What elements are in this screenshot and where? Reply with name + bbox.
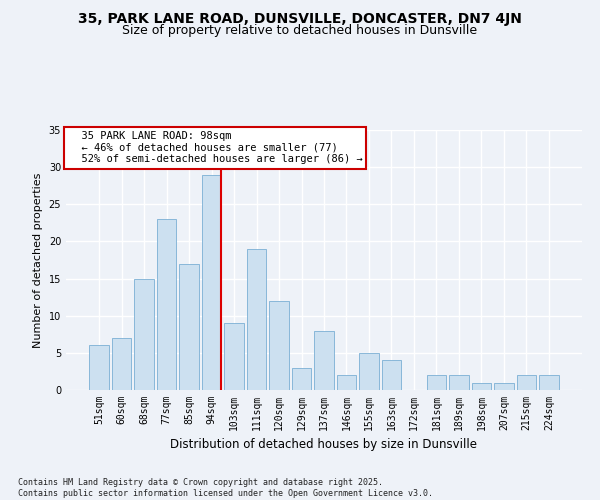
Bar <box>494 382 514 390</box>
Bar <box>539 375 559 390</box>
Bar <box>472 382 491 390</box>
Text: 35 PARK LANE ROAD: 98sqm
  ← 46% of detached houses are smaller (77)
  52% of se: 35 PARK LANE ROAD: 98sqm ← 46% of detach… <box>68 132 362 164</box>
Bar <box>179 264 199 390</box>
Bar <box>382 360 401 390</box>
Bar <box>157 219 176 390</box>
Text: Size of property relative to detached houses in Dunsville: Size of property relative to detached ho… <box>122 24 478 37</box>
Bar <box>134 278 154 390</box>
Bar <box>449 375 469 390</box>
Bar <box>224 323 244 390</box>
Text: Contains HM Land Registry data © Crown copyright and database right 2025.
Contai: Contains HM Land Registry data © Crown c… <box>18 478 433 498</box>
Bar <box>337 375 356 390</box>
Text: 35, PARK LANE ROAD, DUNSVILLE, DONCASTER, DN7 4JN: 35, PARK LANE ROAD, DUNSVILLE, DONCASTER… <box>78 12 522 26</box>
Bar <box>517 375 536 390</box>
X-axis label: Distribution of detached houses by size in Dunsville: Distribution of detached houses by size … <box>170 438 478 452</box>
Bar <box>202 174 221 390</box>
Bar <box>112 338 131 390</box>
Y-axis label: Number of detached properties: Number of detached properties <box>33 172 43 348</box>
Bar <box>89 346 109 390</box>
Bar <box>314 330 334 390</box>
Bar <box>269 301 289 390</box>
Bar <box>247 249 266 390</box>
Bar <box>359 353 379 390</box>
Bar <box>292 368 311 390</box>
Bar <box>427 375 446 390</box>
